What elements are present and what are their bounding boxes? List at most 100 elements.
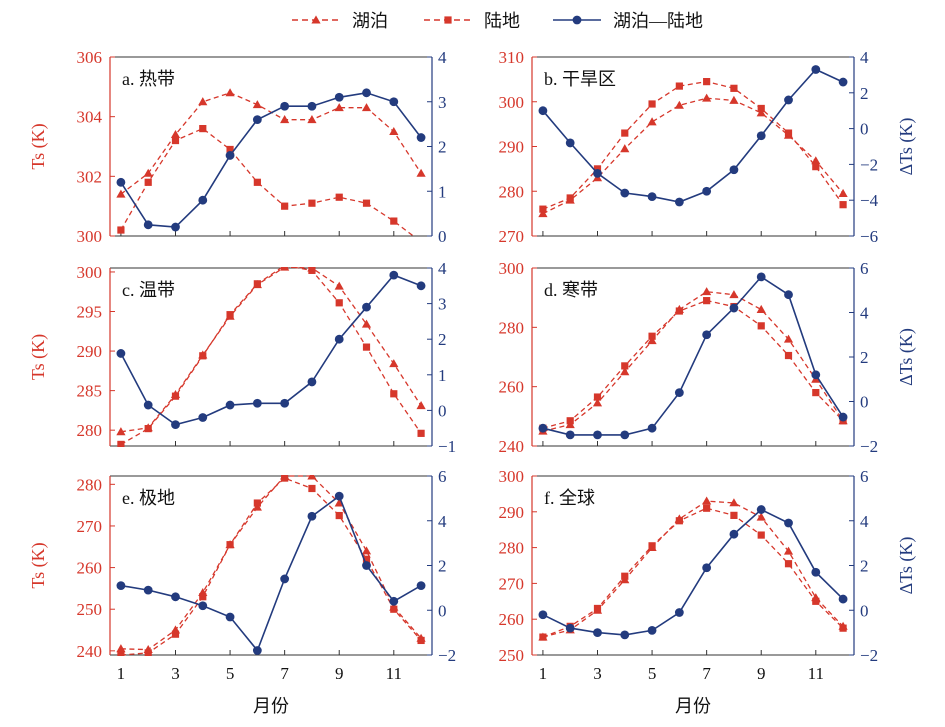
data-point-3 (334, 491, 344, 501)
tick-label-x: 1 (539, 664, 548, 683)
y-axis-label-left: Ts (K) (28, 123, 49, 169)
data-point-2 (757, 104, 765, 113)
series-group (538, 272, 848, 440)
series-group (538, 496, 848, 641)
data-point-3 (811, 567, 821, 577)
data-point-1 (647, 336, 657, 345)
data-point-3 (593, 628, 602, 638)
data-point-2 (648, 542, 656, 550)
data-point-3 (280, 101, 290, 111)
tick-label-x: 9 (757, 664, 766, 683)
tick-label-left: 240 (499, 437, 525, 456)
tick-label-left: 250 (77, 600, 103, 619)
tick-label-left: 290 (77, 342, 103, 361)
tick-label-left: 270 (499, 574, 525, 593)
data-point-1 (361, 319, 372, 328)
data-point-2 (362, 343, 371, 351)
data-point-1 (702, 496, 712, 505)
series-line-1 (120, 475, 422, 651)
data-point-3 (307, 101, 317, 111)
data-point-2 (171, 630, 180, 638)
data-point-1 (389, 359, 399, 368)
data-point-3 (811, 65, 821, 74)
x-axis-titles: 月份 月份 (253, 696, 711, 716)
series-line-2 (542, 299, 844, 429)
tick-label-x: 11 (808, 664, 824, 683)
data-point-1 (647, 117, 657, 126)
data-point-3 (565, 138, 575, 148)
data-point-2 (226, 311, 234, 319)
data-point-2 (566, 194, 574, 202)
data-point-3 (416, 133, 426, 142)
tick-label-right: 4 (860, 304, 869, 323)
data-point-3 (116, 581, 126, 591)
data-point-3 (593, 430, 602, 440)
tick-label-right: 2 (860, 348, 869, 367)
data-point-2 (199, 125, 207, 133)
data-point-3 (198, 413, 208, 422)
series-group (538, 65, 848, 218)
data-point-3 (252, 398, 262, 408)
data-point-3 (702, 186, 712, 196)
panel-title: f. 全球 (544, 488, 595, 508)
data-point-2 (730, 84, 738, 92)
panel-title: b. 干旱区 (544, 69, 616, 89)
tick-label-x: 5 (648, 664, 657, 683)
series-line-1 (542, 97, 844, 215)
tick-label-right: 4 (438, 512, 447, 531)
tick-label-right: 0 (438, 601, 447, 620)
data-point-3 (647, 192, 657, 202)
data-point-1 (620, 144, 630, 153)
data-point-1 (334, 103, 344, 112)
data-point-3 (307, 511, 317, 521)
tick-label-left: 306 (77, 48, 103, 67)
data-point-3 (838, 412, 848, 422)
tick-label-right: 0 (860, 120, 869, 139)
series-line-1 (120, 267, 422, 433)
data-point-2 (362, 199, 371, 207)
data-point-2 (675, 82, 683, 90)
legend-item-diff: 湖泊—陆地 (553, 11, 703, 31)
data-point-1 (838, 188, 848, 197)
tick-label-left: 302 (77, 167, 103, 186)
data-point-2 (675, 307, 683, 315)
tick-label-right: −2 (860, 646, 878, 665)
data-point-2 (784, 560, 793, 568)
legend-item-lake: 湖泊 (292, 11, 388, 31)
data-point-3 (171, 222, 180, 232)
data-point-1 (361, 103, 372, 112)
data-point-2 (757, 322, 765, 330)
data-point-1 (783, 546, 794, 555)
data-point-1 (729, 498, 739, 507)
data-point-2 (757, 531, 765, 539)
data-point-3 (838, 594, 848, 604)
data-point-3 (280, 398, 290, 408)
x-axis-title: 月份 (253, 696, 289, 716)
tick-label-right: 2 (438, 557, 447, 576)
data-point-2 (839, 624, 847, 632)
data-point-3 (565, 623, 575, 633)
series-line-2 (542, 507, 844, 638)
panel-3: 280 285 290 295 300 −1 0 1 2 3 4 c. 温带 Ts (K) (28, 259, 456, 456)
data-point-3 (647, 625, 657, 635)
data-point-2 (566, 417, 574, 425)
tick-label-left: 300 (499, 467, 525, 486)
data-point-1 (416, 401, 426, 410)
tick-label-right: 2 (860, 84, 869, 103)
data-point-2 (539, 633, 547, 641)
legend-marker-diff (572, 15, 582, 25)
series-line-3 (120, 494, 422, 653)
data-point-2 (144, 649, 152, 656)
tick-label-x: 7 (702, 664, 711, 683)
data-point-3 (116, 349, 126, 358)
data-point-2 (281, 267, 289, 270)
series-line-3 (542, 68, 844, 203)
panel-title: d. 寒带 (544, 280, 598, 300)
panel-frame (109, 475, 433, 656)
tick-label-left: 295 (77, 303, 103, 322)
data-point-1 (307, 115, 317, 124)
data-point-1 (592, 398, 603, 407)
data-point-1 (756, 108, 766, 117)
tick-label-right: 6 (860, 259, 869, 278)
data-point-3 (334, 92, 344, 102)
